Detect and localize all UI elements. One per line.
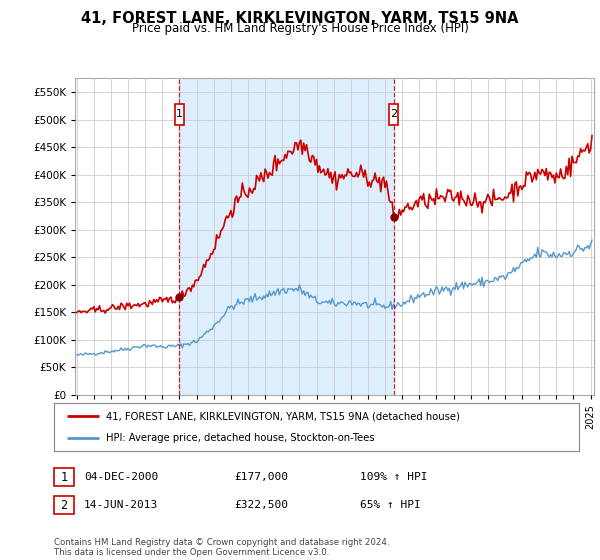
Text: 14-JUN-2013: 14-JUN-2013 [84,500,158,510]
Text: 04-DEC-2000: 04-DEC-2000 [84,472,158,482]
FancyBboxPatch shape [389,104,398,125]
Text: £322,500: £322,500 [234,500,288,510]
Text: 41, FOREST LANE, KIRKLEVINGTON, YARM, TS15 9NA: 41, FOREST LANE, KIRKLEVINGTON, YARM, TS… [81,11,519,26]
Text: 1: 1 [61,470,67,484]
Text: 109% ↑ HPI: 109% ↑ HPI [360,472,427,482]
Text: 2: 2 [390,109,397,119]
Text: Contains HM Land Registry data © Crown copyright and database right 2024.
This d: Contains HM Land Registry data © Crown c… [54,538,389,557]
Text: 41, FOREST LANE, KIRKLEVINGTON, YARM, TS15 9NA (detached house): 41, FOREST LANE, KIRKLEVINGTON, YARM, TS… [107,411,460,421]
FancyBboxPatch shape [175,104,184,125]
Text: HPI: Average price, detached house, Stockton-on-Tees: HPI: Average price, detached house, Stoc… [107,433,375,443]
Text: 1: 1 [176,109,183,119]
Text: 2: 2 [61,498,67,512]
Text: 65% ↑ HPI: 65% ↑ HPI [360,500,421,510]
Bar [179,78,394,395]
Text: £177,000: £177,000 [234,472,288,482]
Text: Price paid vs. HM Land Registry's House Price Index (HPI): Price paid vs. HM Land Registry's House … [131,22,469,35]
